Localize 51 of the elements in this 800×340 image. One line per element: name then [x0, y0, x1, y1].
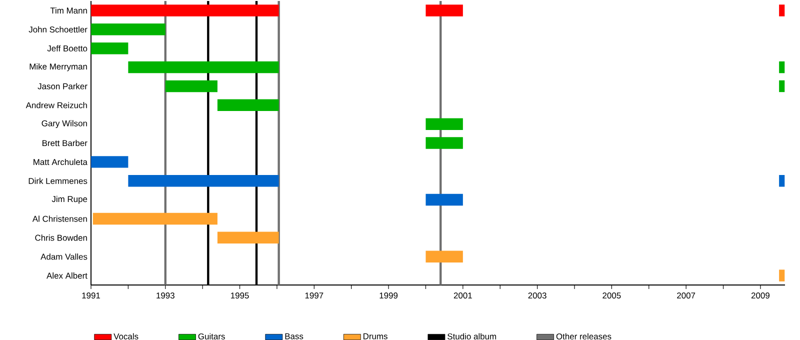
- x-tick-label: 2005: [602, 292, 621, 299]
- legend-label: Guitars: [198, 333, 225, 340]
- y-tick-label: Al Christensen: [32, 216, 87, 222]
- x-tick-label: 2009: [751, 292, 770, 299]
- legend-label: Drums: [364, 333, 388, 340]
- bar: [426, 194, 463, 206]
- x-tick-label: 2007: [677, 292, 696, 299]
- bar: [128, 175, 279, 187]
- bar: [217, 232, 279, 244]
- y-tick-label: Brett Barber: [42, 140, 88, 146]
- bar: [779, 80, 785, 92]
- legend-label: Vocals: [114, 333, 138, 340]
- legend-label: Bass: [285, 333, 304, 340]
- x-tick-label: 2001: [454, 292, 472, 299]
- bar: [165, 80, 218, 92]
- bar: [426, 250, 463, 262]
- legend-label: Studio album: [448, 333, 496, 340]
- x-tick-label: 1991: [82, 292, 100, 299]
- y-tick-label: Chris Bowden: [35, 234, 87, 241]
- bar: [91, 42, 128, 54]
- x-tick-label: 1997: [305, 292, 324, 299]
- bar: [779, 61, 785, 74]
- bar: [91, 156, 128, 168]
- bar: [91, 24, 166, 36]
- bar: [779, 175, 785, 187]
- y-tick-label: Matt Archuleta: [34, 158, 88, 166]
- bar: [426, 4, 463, 16]
- x-tick-label: 1995: [230, 292, 249, 299]
- x-tick-label: 2003: [528, 292, 546, 299]
- y-tick-label: Alex Albert: [46, 272, 88, 279]
- y-tick-label: John Schoettler: [28, 26, 88, 33]
- y-tick-label: Tim Mann: [50, 7, 87, 14]
- bar: [426, 137, 463, 149]
- bar: [92, 212, 218, 225]
- y-tick-label: Jeff Boetto: [47, 45, 88, 52]
- bar: [128, 61, 279, 74]
- y-tick-label: Jason Parker: [38, 83, 88, 90]
- y-tick-label: Jim Rupe: [52, 196, 88, 204]
- bar: [779, 270, 785, 282]
- legend-label: Other releases: [556, 333, 612, 340]
- bar: [91, 4, 279, 16]
- y-tick-label: Mike Merryman: [30, 63, 87, 72]
- y-tick-label: Dirk Lemmenes: [28, 178, 88, 184]
- x-tick-label: 1999: [380, 292, 398, 299]
- bar: [779, 4, 785, 16]
- y-tick-label: Gary Wilson: [42, 120, 87, 128]
- x-tick-label: 1993: [156, 292, 174, 299]
- bar: [217, 99, 279, 112]
- y-tick-label: Adam Valles: [40, 253, 88, 260]
- y-tick-label: Andrew Reizuch: [26, 102, 87, 108]
- bar: [426, 118, 463, 130]
